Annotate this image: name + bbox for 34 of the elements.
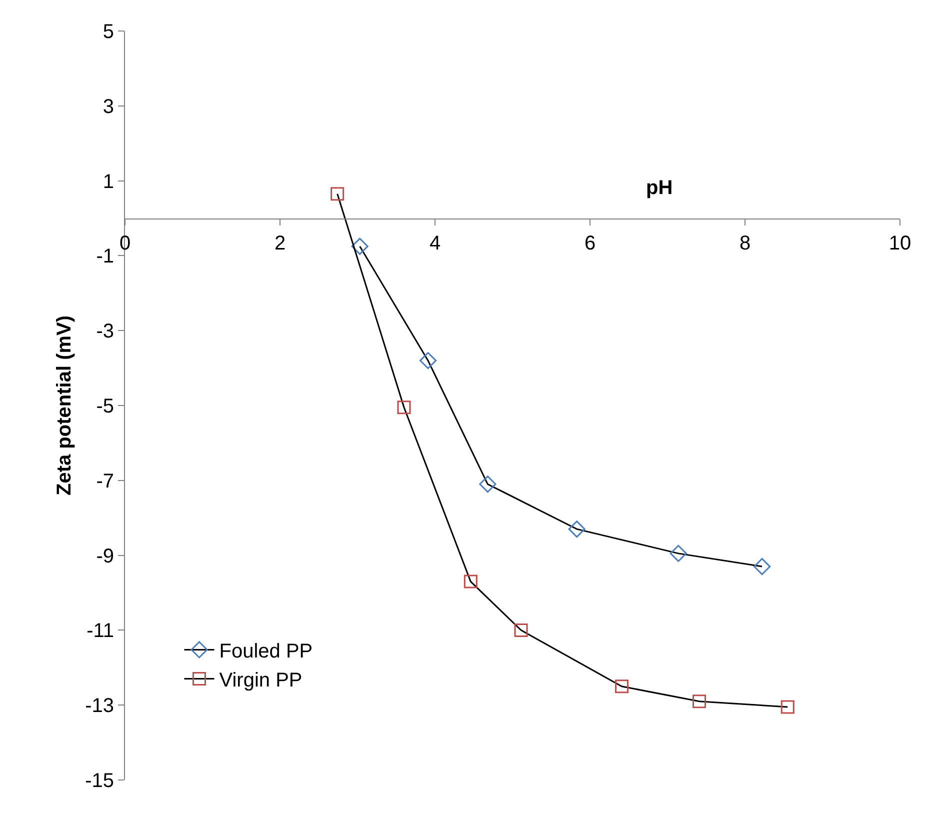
y-tick-label: 1: [102, 170, 114, 193]
y-axis-title: Zeta potential (mV): [54, 315, 76, 496]
y-tick-label: -9: [96, 545, 114, 568]
point: [397, 400, 411, 414]
legend-label: Fouled PP: [219, 640, 313, 662]
y-tick-label: -11: [86, 620, 114, 642]
point: [615, 680, 629, 694]
point: [464, 574, 478, 588]
x-tick-label: 8: [739, 232, 751, 254]
legend-label: Virgin PP: [219, 670, 302, 692]
x-tick-label: 0: [119, 232, 131, 254]
point: [330, 187, 344, 201]
y-tick-label: -13: [85, 695, 114, 718]
point: [754, 558, 771, 576]
y-tick-label: -7: [96, 470, 114, 492]
point: [670, 544, 687, 562]
x-tick-label: 4: [429, 232, 441, 254]
point: [514, 623, 528, 637]
y-tick-label: 3: [102, 96, 114, 118]
x-axis-title: pH: [646, 177, 673, 199]
point: [568, 520, 586, 538]
y-tick-label: 5: [102, 21, 114, 43]
y-tick-label: -15: [85, 770, 114, 792]
point: [780, 700, 794, 714]
point: [419, 352, 437, 370]
x-tick-label: 10: [888, 232, 912, 254]
point: [692, 694, 706, 708]
y-tick-label: -1: [96, 246, 114, 268]
x-tick-label: 2: [274, 232, 286, 254]
point: [479, 476, 496, 493]
y-tick-label: -5: [96, 396, 114, 418]
y-tick-label: -3: [96, 320, 114, 343]
x-tick-label: 6: [584, 232, 596, 254]
point: [351, 238, 368, 255]
